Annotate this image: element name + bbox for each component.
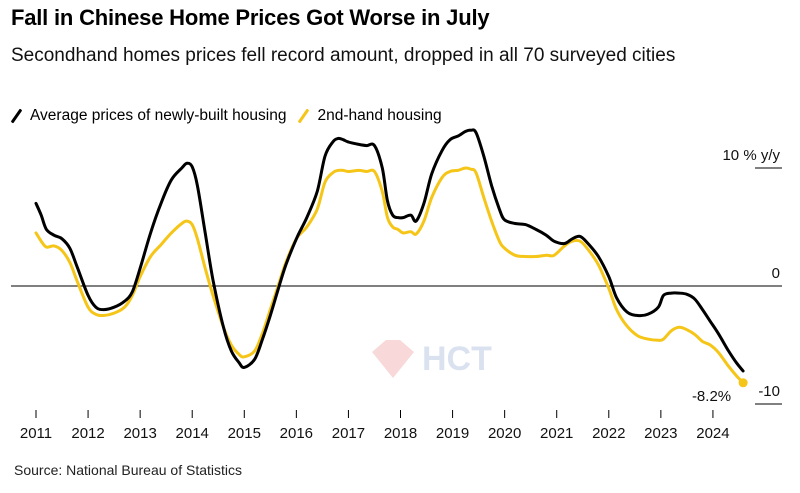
annotation-point — [738, 378, 748, 388]
x-tick-label: 2024 — [696, 425, 729, 442]
watermark-logo: HCT — [372, 340, 492, 378]
x-tick-label: 2012 — [71, 425, 104, 442]
watermark-text: HCT — [422, 340, 492, 378]
source-note: Source: National Bureau of Statistics — [14, 462, 243, 478]
x-tick-label: 2021 — [540, 425, 573, 442]
series-line-new-housing — [34, 128, 745, 373]
x-tick-label: 2019 — [436, 425, 469, 442]
chart-subtitle: Secondhand homes prices fell record amou… — [11, 45, 676, 66]
y-tick-label: 10 % y/y — [722, 147, 780, 164]
annotation-label: -8.2% — [692, 388, 731, 405]
legend-label-new-housing: Average prices of newly-built housing — [30, 107, 287, 124]
x-tick-label: 2015 — [228, 425, 261, 442]
series-line-secondhand-housing — [34, 166, 745, 385]
x-tick-label: 2022 — [592, 425, 625, 442]
chart-title: Fall in Chinese Home Prices Got Worse in… — [11, 5, 490, 30]
x-tick-label: 2020 — [488, 425, 521, 442]
legend-label-secondhand-housing: 2nd-hand housing — [317, 107, 442, 124]
x-tick-label: 2011 — [20, 425, 52, 442]
x-tick-label: 2013 — [123, 425, 156, 442]
legend: Average prices of newly-built housing 2n… — [10, 107, 458, 125]
x-tick-label: 2016 — [280, 425, 313, 442]
watermark-diamond-icon — [372, 340, 414, 378]
x-tick-label: 2023 — [644, 425, 677, 442]
y-tick-label: -10 — [758, 383, 780, 400]
x-tick-label: 2018 — [384, 425, 417, 442]
x-tick-label: 2014 — [176, 425, 209, 442]
legend-item-new-housing: Average prices of newly-built housing — [10, 107, 287, 125]
legend-item-secondhand-housing: 2nd-hand housing — [298, 107, 442, 125]
x-tick-label: 2017 — [332, 425, 365, 442]
y-tick-label: 0 — [772, 265, 780, 282]
